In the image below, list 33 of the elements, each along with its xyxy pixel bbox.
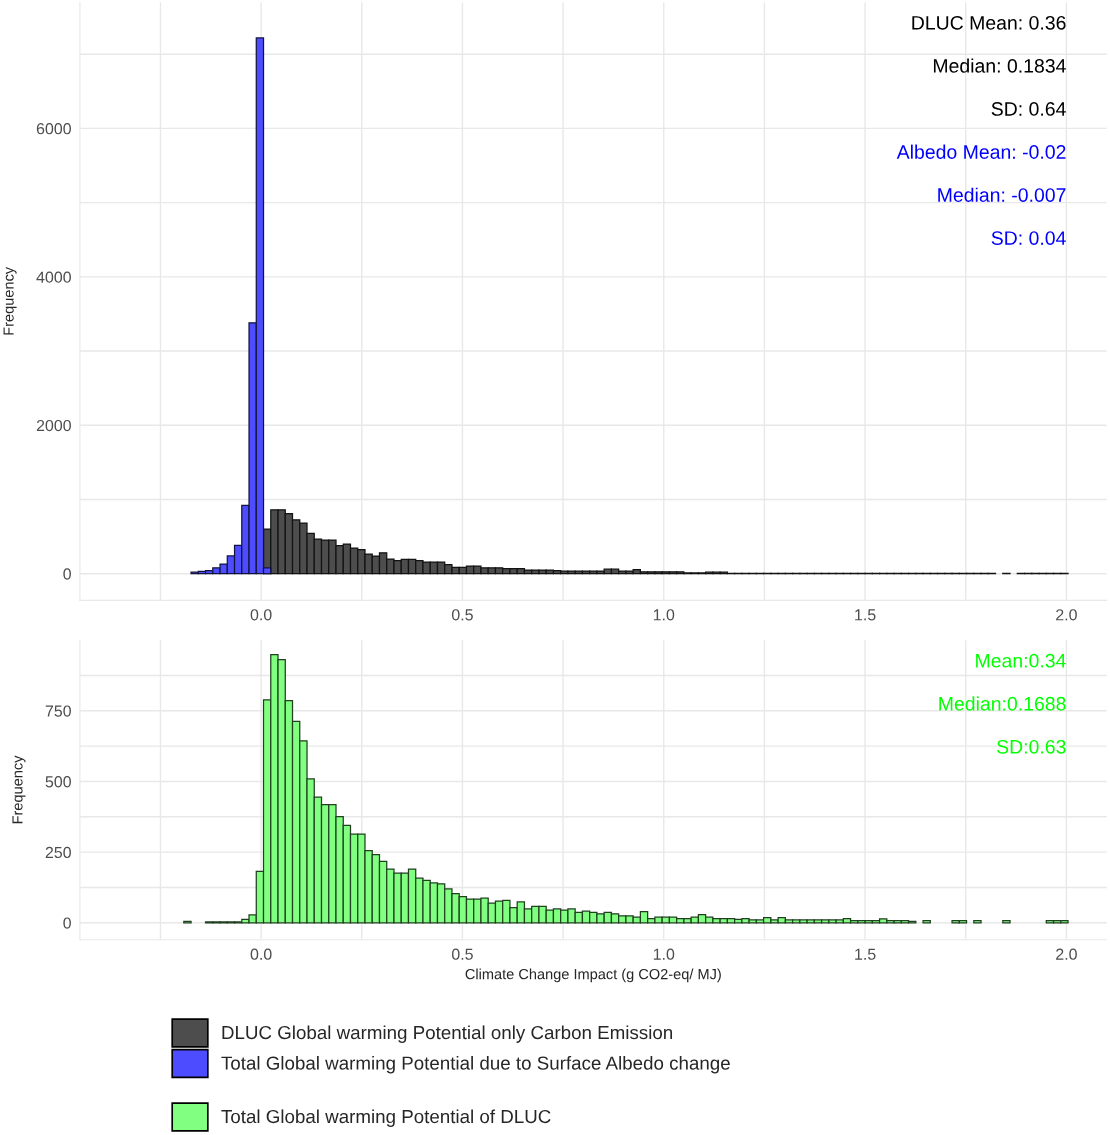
y-tick-label: 4000 (36, 271, 71, 283)
x-tick-label: 0.5 (451, 609, 473, 621)
y-tick-label: 500 (45, 776, 71, 788)
y-tick-label: 6000 (36, 123, 71, 135)
y-tick-label: 750 (45, 705, 71, 717)
y-tick-label: 0 (63, 568, 71, 580)
annotation: SD:0.63 (997, 739, 1066, 754)
y-tick-label: 2000 (36, 419, 71, 432)
y-axis-title: Frequency (12, 755, 26, 824)
annotation: SD: 0.04 (991, 231, 1066, 245)
annotation: Median:0.1688 (939, 696, 1066, 711)
x-tick-label: 2.0 (1056, 948, 1077, 960)
annotation: SD: 0.64 (991, 102, 1066, 116)
annotation: Mean:0.34 (976, 653, 1066, 668)
annotation: Median: -0.007 (938, 187, 1066, 202)
annotation: Median: 0.1834 (933, 58, 1066, 73)
x-axis-title: Climate Change Impact (g CO2-eq/ MJ) (465, 968, 721, 983)
x-tick-label: 2.0 (1056, 609, 1077, 621)
x-tick-label: 1.5 (855, 948, 876, 960)
legend-label: Total Global warming Potential of DLUC (221, 1109, 551, 1127)
annotation: DLUC Mean: 0.36 (912, 15, 1066, 30)
y-axis-title: Frequency (3, 266, 17, 335)
y-tick-label: 0 (63, 917, 71, 929)
x-tick-label: 1.0 (653, 948, 675, 960)
x-tick-label: 0.0 (250, 948, 272, 960)
x-tick-label: 1.5 (855, 609, 876, 621)
x-tick-label: 1.0 (653, 609, 675, 621)
y-tick-label: 250 (45, 846, 71, 859)
legend-label: DLUC Global warming Potential only Carbon Emission (222, 1025, 673, 1043)
x-tick-label: 0.5 (451, 948, 473, 960)
x-tick-label: 0.0 (250, 609, 272, 621)
annotation: Albedo Mean: -0.02 (896, 144, 1066, 159)
legend-label: Total Global warming Potential due to Surface Albedo change (221, 1055, 730, 1074)
